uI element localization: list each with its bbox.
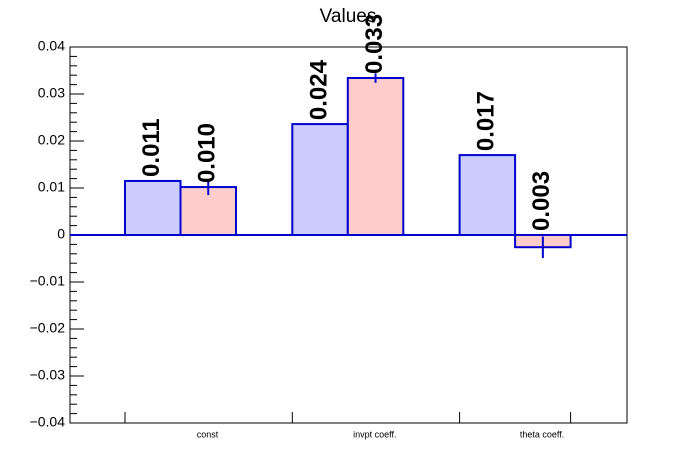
y-tick-label: 0.02 xyxy=(38,132,65,148)
value-label: 0.010 xyxy=(194,123,221,183)
value-label: 0.033 xyxy=(361,14,388,74)
x-tick-label: invpt coeff. xyxy=(353,429,396,439)
x-tick-label: const xyxy=(197,429,219,439)
bar xyxy=(458,154,517,237)
y-tick-label: 0.01 xyxy=(38,179,65,195)
y-tick-label: 0.03 xyxy=(38,85,65,101)
chart-title: Values xyxy=(320,6,377,27)
y-tick-label: −0.02 xyxy=(30,320,66,336)
value-label: 0.011 xyxy=(138,118,165,177)
y-tick-label: −0.01 xyxy=(30,273,66,289)
y-tick-label: −0.03 xyxy=(30,367,66,383)
bar xyxy=(291,123,349,236)
value-label: 0.017 xyxy=(473,91,500,151)
bar xyxy=(124,179,182,236)
value-label: 0.003 xyxy=(528,171,555,231)
x-tick-label: theta coeff. xyxy=(520,429,564,439)
y-tick-label: 0.04 xyxy=(38,38,65,54)
value-label: 0.024 xyxy=(305,59,332,120)
bar xyxy=(346,77,405,236)
y-tick-label: −0.04 xyxy=(30,414,66,430)
y-tick-label: 0 xyxy=(57,226,65,242)
